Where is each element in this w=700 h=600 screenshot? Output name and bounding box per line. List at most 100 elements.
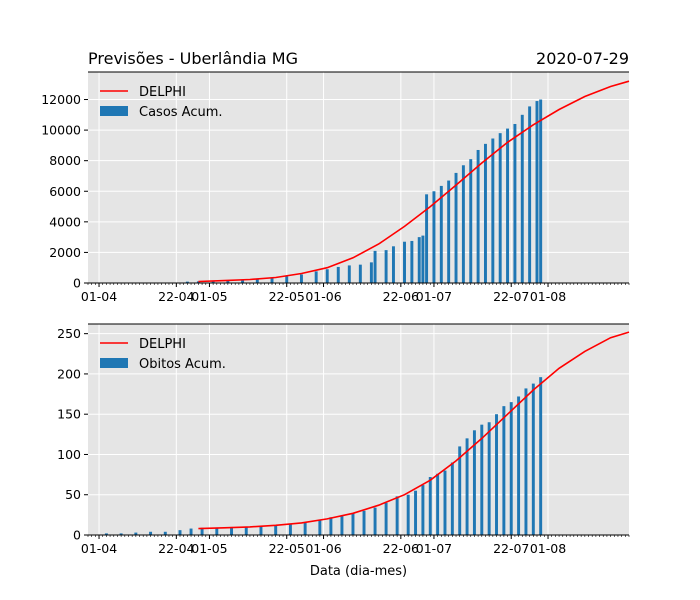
bar (230, 526, 234, 535)
x-axis-label: Data (dia-mes) (310, 564, 407, 579)
y-tick-label: 200 (57, 366, 81, 381)
bar (288, 524, 292, 535)
x-tick-label: 01-08 (530, 289, 566, 304)
bar (414, 490, 418, 535)
series-line (198, 80, 630, 283)
y-tick-label: 10000 (41, 123, 81, 138)
series-line (198, 331, 630, 530)
y-tick-label: 150 (57, 407, 81, 422)
bar (369, 262, 373, 283)
bar (314, 271, 318, 283)
bar (487, 422, 491, 535)
bar (447, 180, 451, 283)
x-tick-label: 22-07 (493, 541, 529, 556)
y-tick-label: 2000 (49, 245, 81, 260)
bar (483, 143, 487, 283)
bar (384, 250, 388, 283)
axes-spines (88, 323, 629, 536)
bar (535, 101, 539, 284)
bar (432, 191, 436, 283)
bar (465, 438, 469, 535)
y-tick-label: 250 (57, 326, 81, 341)
cases-chart: Previsões - Uberlândia MG 2020-07-29 01-… (41, 49, 630, 304)
y-tick-label: 6000 (49, 184, 81, 199)
x-tick-label: 01-06 (305, 541, 341, 556)
bar (443, 470, 447, 535)
legend-bar-swatch (100, 358, 128, 368)
legend-label-delphi: DELPHI (139, 337, 186, 352)
bar (403, 241, 406, 283)
x-tick-label: 01-06 (305, 289, 341, 304)
x-tick-label: 22-06 (383, 289, 419, 304)
x-tick-label: 22-05 (269, 541, 305, 556)
bar (395, 496, 399, 535)
bar (495, 414, 498, 535)
y-axis: 0 50 100 150 200 250 (57, 326, 88, 543)
x-tick-label: 22-06 (383, 541, 419, 556)
x-tick-label: 01-08 (530, 541, 566, 556)
axes-spines (88, 71, 629, 284)
bar (480, 424, 484, 535)
bar (524, 388, 528, 535)
x-tick-label: 22-04 (158, 541, 194, 556)
bar (472, 430, 476, 535)
bar (178, 530, 182, 535)
bar (454, 172, 458, 283)
bar (270, 277, 274, 283)
bar (417, 237, 421, 283)
bar (255, 279, 259, 283)
bar (428, 477, 432, 535)
bar (509, 402, 513, 535)
bar (498, 133, 502, 283)
legend: DELPHI Obitos Acum. (100, 337, 226, 372)
bar (340, 515, 344, 535)
x-tick-label: 01-07 (416, 289, 452, 304)
bar-series-obitos (104, 377, 543, 535)
y-tick-label: 0 (73, 528, 81, 543)
bar (491, 138, 495, 283)
bar (303, 522, 307, 535)
x-tick-label: 22-07 (493, 289, 529, 304)
legend-label-casos: Casos Acum. (139, 105, 223, 120)
y-tick-label: 12000 (41, 92, 81, 107)
x-tick-label: 01-05 (191, 289, 227, 304)
bar (104, 533, 108, 535)
bar (384, 502, 388, 535)
bar (502, 406, 506, 535)
y-tick-label: 100 (57, 447, 81, 462)
bar (318, 519, 322, 535)
legend-label-obitos: Obitos Acum. (139, 357, 226, 372)
y-axis: 0 2000 4000 6000 8000 10000 12000 (41, 92, 88, 291)
bar (517, 396, 521, 535)
bar (373, 507, 377, 535)
bar (200, 527, 204, 535)
bar (189, 528, 193, 535)
plot-area (88, 72, 629, 283)
bar (358, 264, 362, 283)
bar (520, 114, 524, 284)
line-series-delphi (198, 80, 630, 283)
bar (436, 473, 440, 535)
line-series-delphi (198, 331, 630, 530)
bar (439, 185, 443, 283)
bar (285, 276, 289, 283)
legend-bar-swatch (100, 106, 128, 116)
bar (244, 526, 248, 535)
legend-label-delphi: DELPHI (139, 85, 186, 100)
bar (215, 527, 219, 535)
bar (241, 279, 245, 283)
bar (450, 462, 454, 535)
bar (421, 235, 425, 283)
bar (539, 377, 543, 535)
plot-area (88, 324, 629, 535)
bar (373, 250, 377, 283)
bar (531, 383, 535, 535)
x-tick-label: 01-04 (81, 541, 117, 556)
bar (185, 281, 189, 283)
x-tick-label: 01-07 (416, 541, 452, 556)
bar (163, 531, 167, 535)
bar (410, 240, 414, 283)
